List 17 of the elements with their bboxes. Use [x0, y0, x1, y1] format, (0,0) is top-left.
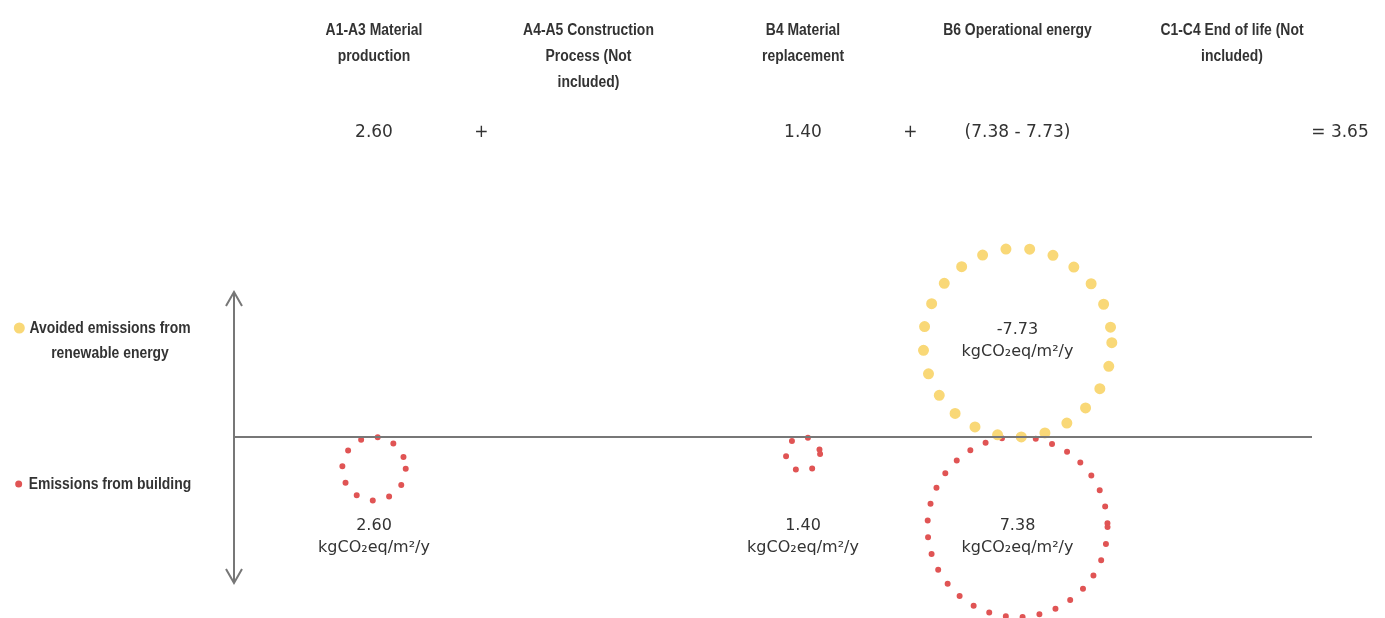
text: 2.60 [355, 121, 393, 142]
text: 1.40 [784, 121, 822, 142]
category-label: C1-C4 End of life (Not included) [1160, 19, 1304, 64]
text: = 3.65 [1311, 121, 1369, 142]
text: + [903, 121, 918, 142]
data-label: -7.73 kgCO₂eq/m²/y [961, 319, 1074, 361]
category-label: A1-A3 Material production [325, 19, 423, 64]
data-label: 1.40 kgCO₂eq/m²/y [747, 515, 859, 557]
category-label: B4 Material replacement [761, 19, 845, 64]
category-label: B6 Operational energy [943, 19, 1093, 38]
text: + [474, 121, 489, 142]
text: (7.38 - 7.73) [964, 121, 1071, 142]
legend-label: Emissions from building [28, 473, 192, 492]
legend-label: Avoided emissions from renewable energy [29, 317, 191, 361]
data-label: 7.38 kgCO₂eq/m²/y [961, 515, 1074, 557]
category-label: A4-A5 Construction Process (Not included) [523, 19, 654, 90]
data-label: 2.60 kgCO₂eq/m²/y [318, 515, 430, 557]
